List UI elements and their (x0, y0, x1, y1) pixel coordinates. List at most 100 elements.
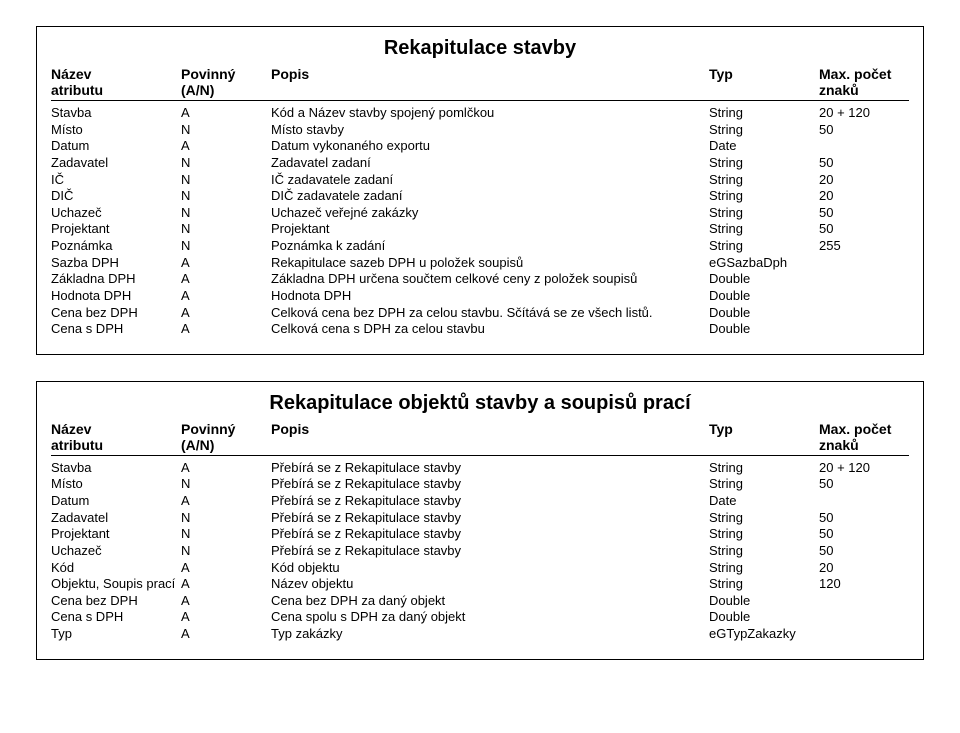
cell-povinny: A (181, 255, 271, 272)
cell-max (819, 255, 909, 272)
table-row: ZadavatelNZadavatel zadaníString50 (51, 155, 909, 172)
cell-atribut: Sazba DPH (51, 255, 181, 272)
cell-povinny: N (181, 543, 271, 560)
cell-povinny: A (181, 593, 271, 610)
cell-typ: String (709, 105, 819, 122)
cell-popis: Základna DPH určena součtem celkové ceny… (271, 271, 709, 288)
cell-popis: Poznámka k zadání (271, 238, 709, 255)
cell-povinny: A (181, 493, 271, 510)
cell-atribut: Hodnota DPH (51, 288, 181, 305)
table-row: PoznámkaNPoznámka k zadáníString255 (51, 238, 909, 255)
hdr-popis: Popis (271, 421, 709, 453)
cell-popis: Zadavatel zadaní (271, 155, 709, 172)
cell-povinny: N (181, 476, 271, 493)
cell-povinny: A (181, 138, 271, 155)
cell-atribut: IČ (51, 172, 181, 189)
cell-atribut: Zadavatel (51, 510, 181, 527)
section-rekapitulace-stavby: Rekapitulace stavby Název atributu Povin… (36, 26, 924, 355)
cell-povinny: A (181, 288, 271, 305)
cell-povinny: A (181, 305, 271, 322)
cell-popis: Cena spolu s DPH za daný objekt (271, 609, 709, 626)
cell-povinny: N (181, 526, 271, 543)
cell-povinny: A (181, 105, 271, 122)
cell-popis: Typ zakázky (271, 626, 709, 643)
cell-typ: Double (709, 288, 819, 305)
table-row: Cena bez DPHACelková cena bez DPH za cel… (51, 305, 909, 322)
cell-max: 50 (819, 155, 909, 172)
table-row: DIČNDIČ zadavatele zadaníString20 (51, 188, 909, 205)
cell-max (819, 321, 909, 338)
table-row: MístoNMísto stavbyString50 (51, 122, 909, 139)
cell-max: 255 (819, 238, 909, 255)
hdr-max: Max. počet znaků (819, 66, 909, 98)
table-row: UchazečNPřebírá se z Rekapitulace stavby… (51, 543, 909, 560)
cell-atribut: Uchazeč (51, 205, 181, 222)
cell-popis: Rekapitulace sazeb DPH u položek soupisů (271, 255, 709, 272)
cell-typ: Date (709, 138, 819, 155)
cell-max (819, 609, 909, 626)
cell-popis: Přebírá se z Rekapitulace stavby (271, 476, 709, 493)
cell-popis: Celková cena s DPH za celou stavbu (271, 321, 709, 338)
cell-popis: Hodnota DPH (271, 288, 709, 305)
cell-max: 20 (819, 560, 909, 577)
cell-popis: Uchazeč veřejné zakázky (271, 205, 709, 222)
table-header: Název atributu Povinný (A/N) Popis Typ M… (51, 66, 909, 101)
cell-popis: Přebírá se z Rekapitulace stavby (271, 543, 709, 560)
cell-max: 20 + 120 (819, 460, 909, 477)
cell-typ: Double (709, 321, 819, 338)
cell-atribut: Cena s DPH (51, 609, 181, 626)
cell-popis: Přebírá se z Rekapitulace stavby (271, 460, 709, 477)
cell-popis: DIČ zadavatele zadaní (271, 188, 709, 205)
table-row: Základna DPHAZákladna DPH určena součtem… (51, 271, 909, 288)
cell-max: 50 (819, 526, 909, 543)
table-row: ProjektantNProjektantString50 (51, 221, 909, 238)
cell-popis: Přebírá se z Rekapitulace stavby (271, 493, 709, 510)
cell-max: 50 (819, 510, 909, 527)
table-row: TypATyp zakázkyeGTypZakazky (51, 626, 909, 643)
cell-typ: Double (709, 609, 819, 626)
table-row: Cena s DPHACena spolu s DPH za daný obje… (51, 609, 909, 626)
cell-max: 50 (819, 221, 909, 238)
cell-atribut: Projektant (51, 221, 181, 238)
cell-max: 20 + 120 (819, 105, 909, 122)
cell-typ: String (709, 238, 819, 255)
section-title: Rekapitulace objektů stavby a soupisů pr… (51, 392, 909, 415)
cell-povinny: N (181, 188, 271, 205)
table-row: MístoNPřebírá se z Rekapitulace stavbySt… (51, 476, 909, 493)
hdr-max: Max. počet znaků (819, 421, 909, 453)
cell-atribut: Místo (51, 476, 181, 493)
cell-max: 50 (819, 205, 909, 222)
cell-typ: String (709, 510, 819, 527)
cell-popis: IČ zadavatele zadaní (271, 172, 709, 189)
table-row: ZadavatelNPřebírá se z Rekapitulace stav… (51, 510, 909, 527)
cell-povinny: N (181, 122, 271, 139)
cell-max: 120 (819, 576, 909, 593)
cell-povinny: N (181, 510, 271, 527)
cell-povinny: A (181, 560, 271, 577)
cell-atribut: DIČ (51, 188, 181, 205)
cell-max (819, 593, 909, 610)
cell-atribut: Typ (51, 626, 181, 643)
table-row: Objektu, Soupis pracíANázev objektuStrin… (51, 576, 909, 593)
cell-atribut: Objektu, Soupis prací (51, 576, 181, 593)
cell-typ: String (709, 188, 819, 205)
cell-popis: Kód objektu (271, 560, 709, 577)
cell-popis: Projektant (271, 221, 709, 238)
cell-typ: Double (709, 271, 819, 288)
cell-povinny: N (181, 221, 271, 238)
cell-atribut: Datum (51, 493, 181, 510)
hdr-typ: Typ (709, 66, 819, 98)
table-row: ProjektantNPřebírá se z Rekapitulace sta… (51, 526, 909, 543)
cell-typ: String (709, 476, 819, 493)
cell-typ: String (709, 560, 819, 577)
cell-atribut: Cena bez DPH (51, 593, 181, 610)
cell-max: 50 (819, 543, 909, 560)
cell-povinny: A (181, 321, 271, 338)
hdr-nazev: Název atributu (51, 421, 181, 453)
cell-typ: String (709, 460, 819, 477)
hdr-typ: Typ (709, 421, 819, 453)
cell-popis: Kód a Název stavby spojený pomlčkou (271, 105, 709, 122)
cell-typ: String (709, 576, 819, 593)
cell-max: 50 (819, 122, 909, 139)
cell-atribut: Kód (51, 560, 181, 577)
